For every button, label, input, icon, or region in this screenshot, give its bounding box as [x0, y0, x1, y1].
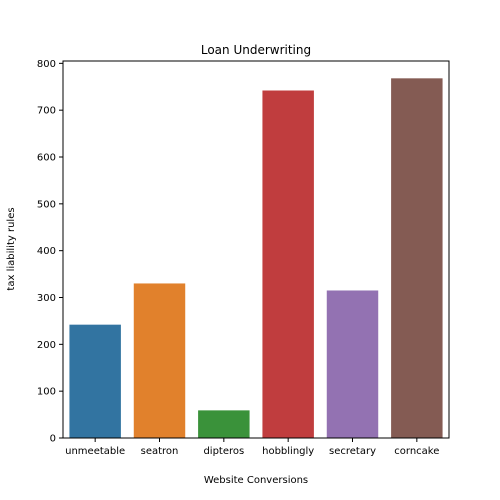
chart-title: Loan Underwriting: [201, 43, 311, 57]
x-tick-label: secretary: [329, 446, 376, 457]
bar-corncake: [391, 78, 443, 439]
bar-unmeetable: [69, 324, 121, 438]
bar-seatron: [133, 283, 186, 438]
x-axis-label: Website Conversions: [204, 475, 308, 486]
bar-dipteros: [198, 410, 250, 438]
x-tick-label: seatron: [141, 446, 179, 457]
y-tick-label: 500: [37, 199, 56, 210]
bars-group: [69, 78, 443, 439]
y-tick-label: 700: [37, 106, 56, 117]
y-tick-label: 600: [37, 153, 56, 164]
y-tick-label: 400: [37, 246, 56, 257]
y-tick-label: 0: [50, 434, 56, 445]
x-tick-label: hobblingly: [262, 446, 314, 457]
plot-frame: [62, 60, 450, 439]
bar-hobblingly: [262, 90, 314, 439]
x-tick-label: dipteros: [203, 446, 244, 457]
y-axis: 0 100 200 300 400 500 600 700 800: [37, 59, 63, 445]
y-axis-label: tax liability rules: [6, 207, 17, 290]
y-tick-label: 200: [37, 340, 56, 351]
x-axis: unmeetable seatron dipteros hobblingly secre…: [65, 438, 439, 457]
x-tick-label: unmeetable: [65, 446, 125, 457]
x-tick-label: corncake: [394, 446, 439, 457]
y-tick-label: 800: [37, 59, 56, 70]
bar-secretary: [326, 290, 379, 438]
y-tick-label: 100: [37, 387, 56, 398]
y-tick-label: 300: [37, 293, 56, 304]
